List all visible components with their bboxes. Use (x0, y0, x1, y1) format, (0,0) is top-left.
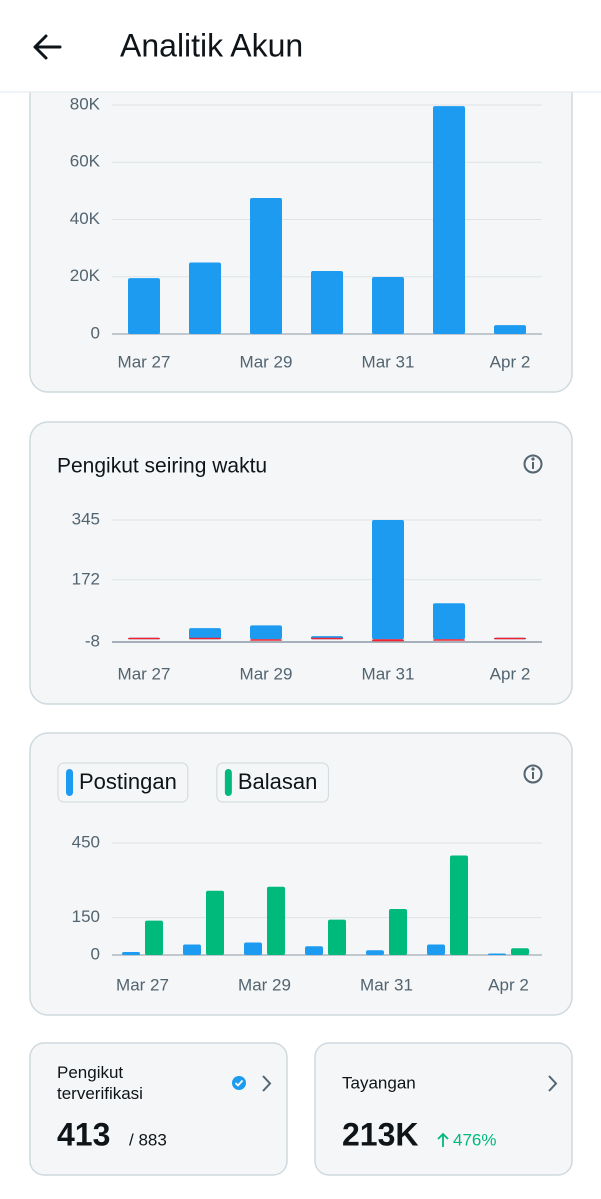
legend-box (216, 762, 329, 803)
y-tick-label: -8 (85, 631, 100, 650)
x-tick-label: Mar 29 (240, 664, 293, 683)
x-tick-label: Mar 29 (240, 352, 293, 371)
bar (250, 639, 282, 641)
bar (250, 198, 282, 334)
x-tick-label: Mar 29 (238, 975, 291, 994)
bar (450, 855, 468, 955)
x-tick-label: Apr 2 (490, 664, 531, 683)
bar (122, 952, 140, 955)
stat-change: 476% (453, 1130, 496, 1149)
page-title: Analitik Akun (120, 27, 303, 63)
verified-check (234, 1079, 244, 1087)
bar (511, 948, 529, 955)
bar (372, 639, 404, 642)
legend-label: Balasan (238, 769, 318, 794)
bar (372, 277, 404, 334)
info-icon[interactable] (523, 764, 543, 784)
y-tick-label: 40K (70, 209, 101, 228)
y-tick-label: 150 (72, 907, 100, 926)
legend-label: Postingan (79, 769, 177, 794)
bar (189, 628, 221, 640)
stat-card[interactable] (314, 1042, 573, 1176)
bar (433, 639, 465, 641)
stat-value: 213K (342, 1116, 419, 1152)
bar (389, 908, 407, 955)
stat-label: Tayangan (342, 1073, 416, 1092)
bar (267, 886, 285, 955)
legend-item[interactable]: Postingan (57, 762, 189, 803)
stat-value: 413 (57, 1116, 110, 1152)
bar (244, 942, 262, 955)
bar (250, 625, 282, 640)
y-tick-label: 0 (91, 323, 100, 342)
verified-icon (232, 1076, 246, 1090)
x-tick-label: Mar 31 (362, 664, 415, 683)
y-tick-label: 60K (70, 152, 101, 171)
back-button[interactable] (33, 34, 62, 60)
info-icon[interactable] (523, 454, 543, 474)
card (29, 732, 573, 1016)
bar (372, 520, 404, 640)
x-tick-label: Mar 27 (118, 664, 171, 683)
bar (494, 637, 526, 640)
bar (305, 946, 323, 955)
y-tick-label: 0 (91, 944, 100, 963)
bar (433, 106, 465, 335)
stat-total: / 883 (129, 1130, 167, 1149)
bar (488, 953, 506, 955)
up-arrow (437, 1132, 449, 1147)
stat-card[interactable] (29, 1042, 288, 1176)
legend-swatch (66, 769, 73, 796)
back-arrow (33, 34, 62, 60)
bar (189, 637, 221, 640)
legend-item[interactable]: Balasan (216, 762, 329, 803)
x-tick-label: Mar 27 (118, 352, 171, 371)
bar (183, 944, 201, 955)
x-tick-label: Apr 2 (490, 352, 531, 371)
bar (311, 637, 343, 640)
x-tick-label: Mar 27 (116, 975, 169, 994)
charts: 0 20K 40K 60K 80K Mar 27 Mar 29 Mar 31 Apr 2 -8 17… (57, 94, 542, 994)
bar (189, 262, 221, 334)
card (29, 69, 573, 393)
chart-title: Pengikut seiring waktu (57, 455, 267, 478)
legend-box (57, 762, 189, 803)
bar (328, 919, 346, 955)
bar (145, 920, 163, 955)
bar (311, 271, 343, 334)
y-tick-label: 20K (70, 266, 101, 285)
y-tick-label: 450 (72, 832, 100, 851)
chevron (262, 1075, 272, 1092)
header (0, 0, 601, 92)
y-tick-label: 172 (72, 569, 100, 588)
y-tick-label: 80K (70, 94, 101, 113)
bar (427, 944, 445, 955)
x-tick-label: Mar 31 (362, 352, 415, 371)
bar (494, 325, 526, 334)
x-tick-label: Mar 31 (360, 975, 413, 994)
bar (433, 603, 465, 640)
chevron (548, 1075, 558, 1092)
x-tick-label: Apr 2 (488, 975, 529, 994)
stat-label: Pengikut terverifikasi (57, 1063, 143, 1103)
legend-swatch (224, 769, 232, 796)
bar (128, 637, 160, 640)
y-tick-label: 345 (72, 509, 100, 528)
bar (366, 950, 384, 955)
bar (128, 278, 160, 334)
bar (206, 890, 224, 955)
